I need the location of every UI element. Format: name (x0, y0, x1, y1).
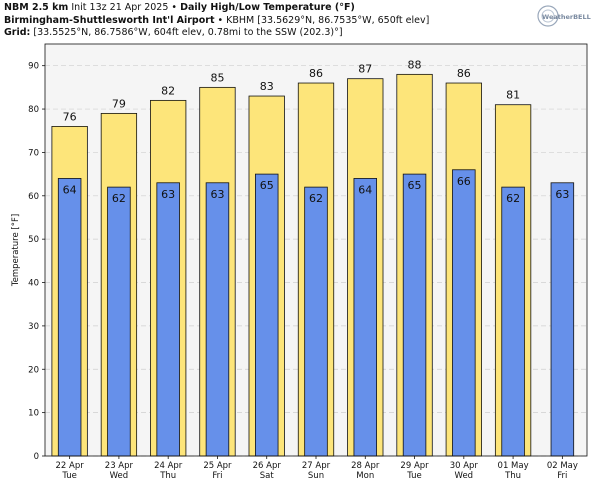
x-tick-date: 01 May (498, 461, 529, 471)
low-temp-bar (304, 186, 328, 457)
separator: • (217, 14, 224, 26)
low-temp-bar (452, 169, 476, 457)
y-axis: 0 10 20 30 40 50 60 70 80 90 (28, 62, 45, 462)
y-tick-label: 10 (28, 409, 39, 419)
x-tick-date: 29 Apr (400, 461, 429, 471)
x-tick-date: 26 Apr (253, 461, 282, 471)
bars (51, 73, 575, 457)
high-temp-label: 86 (457, 67, 471, 80)
low-temp-bar (107, 186, 131, 457)
x-tick-date: 27 Apr (302, 461, 331, 471)
low-temp-label: 63 (555, 188, 569, 201)
low-temp-label: 65 (408, 179, 422, 192)
y-tick-label: 30 (28, 322, 39, 332)
x-tick-day: Tue (61, 471, 77, 481)
low-temp-label: 64 (63, 183, 77, 196)
grid-info: [33.5525°N, 86.7586°W, 604ft elev, 0.78m… (33, 27, 343, 38)
low-temp-label: 62 (112, 192, 126, 205)
x-tick-date: 28 Apr (351, 461, 380, 471)
y-tick-label: 0 (34, 452, 39, 462)
low-temp-bar (254, 173, 279, 457)
header-line-1: NBM 2.5 km Init 13z 21 Apr 2025 • Daily … (4, 2, 524, 15)
high-temp-label: 85 (210, 71, 224, 84)
station-info: KBHM [33.5629°N, 86.7535°W, 650ft elev] (226, 14, 430, 26)
y-tick-label: 40 (28, 279, 39, 289)
low-temp-bar (402, 173, 427, 457)
y-tick-label: 60 (28, 192, 39, 202)
low-temp-label: 62 (506, 192, 520, 205)
high-temp-label: 76 (63, 110, 77, 123)
header-line-3: Grid: [33.5525°N, 86.7586°W, 604ft elev,… (4, 27, 524, 40)
y-tick-label: 50 (28, 235, 39, 245)
high-temp-label: 88 (408, 58, 422, 71)
chart-header: NBM 2.5 km Init 13z 21 Apr 2025 • Daily … (4, 2, 524, 40)
x-tick-day: Thu (504, 471, 521, 481)
low-temp-bar (550, 182, 575, 457)
low-temp-label: 63 (161, 188, 175, 201)
high-temp-label: 82 (161, 84, 175, 97)
x-tick-day: Mon (356, 471, 374, 481)
x-tick-date: 02 May (547, 461, 578, 471)
x-tick-day: Sun (308, 471, 324, 481)
model-name: NBM 2.5 km (4, 2, 69, 13)
chart-title: Daily High/Low Temperature (°F) (180, 2, 355, 13)
x-tick-day: Wed (455, 471, 474, 481)
low-temp-label: 66 (457, 175, 471, 188)
x-tick-day: Sat (260, 471, 275, 481)
y-axis-label: Temperature [°F] (11, 214, 21, 287)
x-tick-day: Fri (212, 471, 222, 481)
low-temp-label: 64 (358, 183, 372, 196)
high-temp-label: 79 (112, 97, 126, 110)
grid-label: Grid: (4, 27, 31, 38)
header-line-2: Birmingham-Shuttlesworth Int'l Airport •… (4, 15, 524, 28)
x-tick-day: Tue (406, 471, 422, 481)
y-tick-label: 80 (28, 105, 39, 115)
weatherbell-logo: WeatherBELL (537, 5, 591, 27)
high-temp-label: 83 (260, 80, 274, 93)
y-tick-label: 90 (28, 62, 39, 72)
x-tick-day: Fri (557, 471, 567, 481)
x-tick-date: 30 Apr (450, 461, 479, 471)
low-temp-bar (57, 178, 82, 457)
low-temp-label: 65 (260, 179, 274, 192)
x-tick-date: 22 Apr (56, 461, 85, 471)
x-tick-day: Thu (159, 471, 176, 481)
init-time: Init 13z 21 Apr 2025 (71, 2, 169, 13)
station-name: Birmingham-Shuttlesworth Int'l Airport (4, 14, 215, 26)
logo-text: WeatherBELL (542, 13, 591, 21)
low-temp-label: 62 (309, 192, 323, 205)
low-temp-bar (353, 178, 378, 457)
y-tick-label: 20 (28, 365, 39, 375)
data-labels: 76 64 79 62 82 63 85 63 83 65 86 62 87 64 88 65 86 66 81 62… (63, 58, 570, 205)
x-tick-date: 24 Apr (154, 461, 183, 471)
y-tick-label: 70 (28, 148, 39, 158)
separator: • (171, 2, 178, 13)
low-temp-bar (156, 182, 180, 457)
low-temp-bar (501, 186, 525, 457)
high-temp-label: 87 (358, 63, 372, 76)
x-tick-date: 23 Apr (105, 461, 134, 471)
low-temp-bar (205, 182, 230, 457)
low-temp-label: 63 (210, 188, 224, 201)
high-temp-label: 81 (506, 89, 520, 102)
high-temp-label: 86 (309, 67, 323, 80)
x-tick-day: Wed (110, 471, 129, 481)
x-tick-date: 25 Apr (203, 461, 232, 471)
